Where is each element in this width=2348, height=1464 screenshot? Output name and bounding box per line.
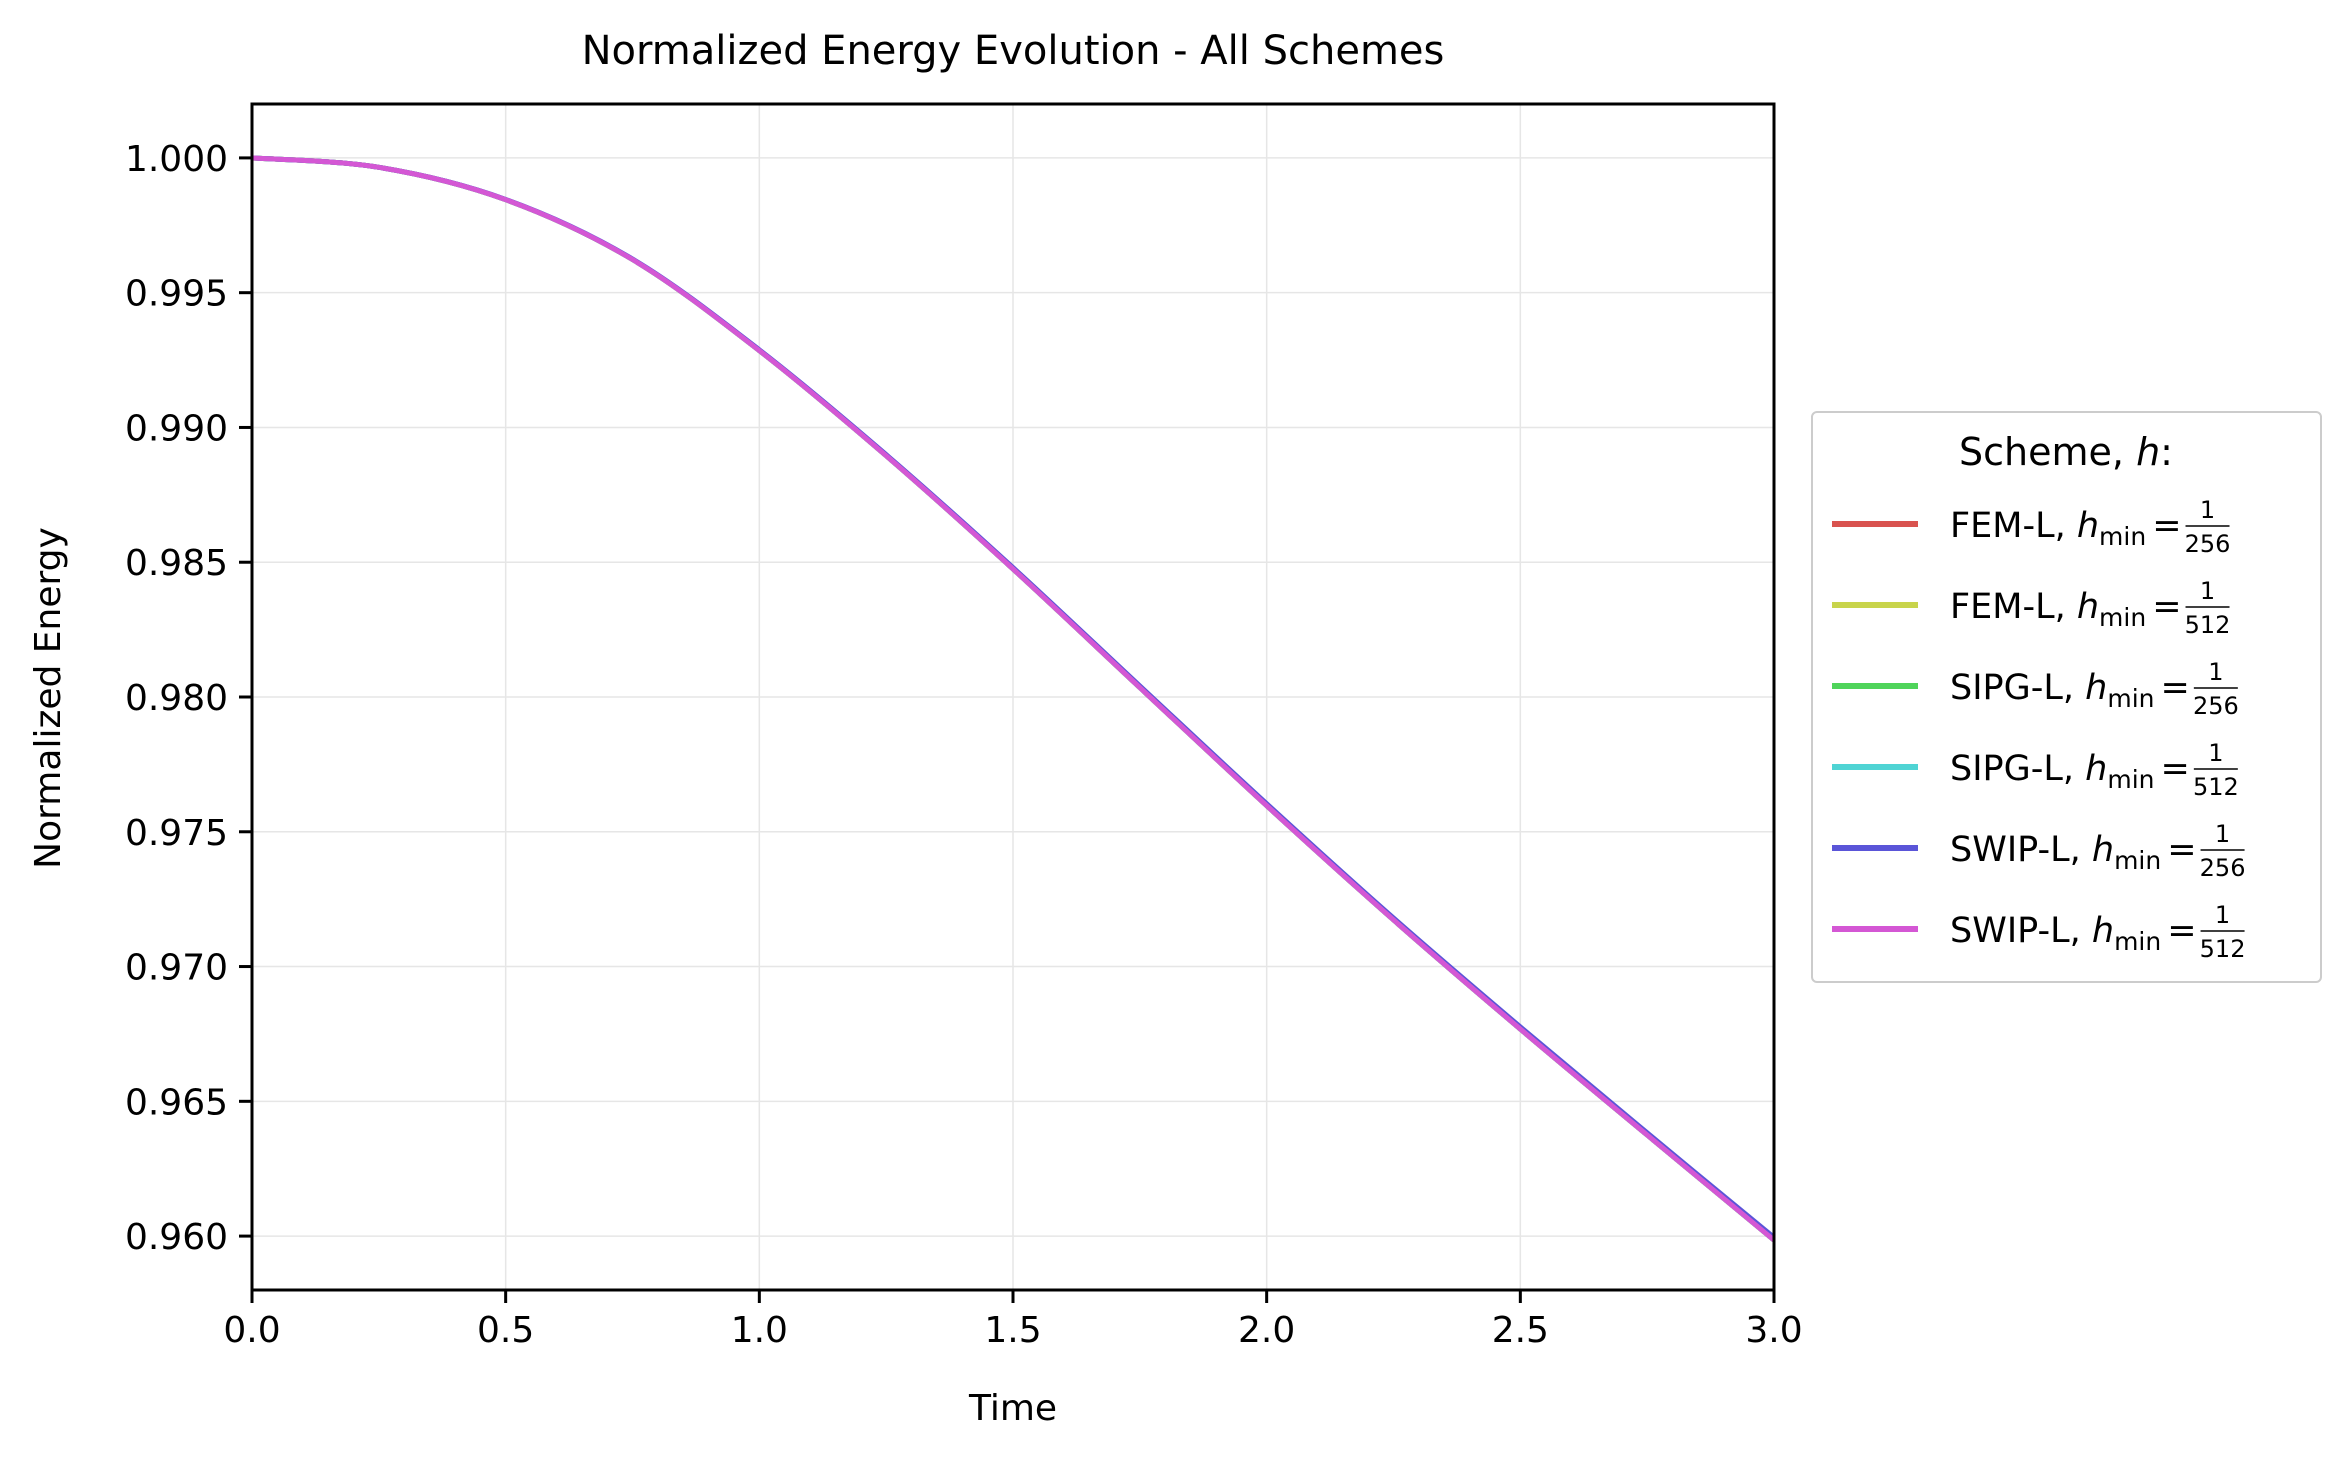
legend-h-symbol: h — [2077, 587, 2099, 627]
legend-equals: = — [2152, 506, 2181, 546]
legend-label: FEM-L, hmin = — [1950, 506, 2182, 551]
legend-comma: , — [2070, 830, 2092, 870]
legend-fraction-numerator: 1 — [2215, 820, 2230, 848]
series-layer — [251, 155, 1776, 1243]
legend-fraction-denominator: 256 — [2200, 854, 2246, 882]
x-ticks: 0.0 0.5 1.0 1.5 2.0 2.5 3.0 — [223, 1290, 1803, 1351]
legend-comma: , — [2055, 587, 2077, 627]
legend-scheme-name: FEM-L — [1950, 506, 2055, 546]
x-tick-label: 2.0 — [1238, 1310, 1295, 1351]
legend-h-subscript: min — [2107, 684, 2154, 713]
legend-fraction-denominator: 512 — [2200, 935, 2246, 963]
legend-scheme-name: SIPG-L — [1950, 668, 2063, 708]
y-axis-label: Normalized Energy — [28, 527, 69, 869]
y-tick-label: 0.970 — [125, 948, 228, 989]
legend-h-symbol: h — [2077, 506, 2099, 546]
y-tick-label: 0.975 — [125, 813, 228, 854]
legend-frame — [1811, 411, 2322, 983]
legend-fraction-numerator: 1 — [2208, 658, 2223, 686]
legend-equals: = — [2152, 587, 2181, 627]
y-tick-label: 0.990 — [125, 408, 228, 449]
y-tick-label: 0.965 — [125, 1082, 228, 1123]
legend-fraction-denominator: 256 — [2185, 530, 2231, 558]
x-tick-label: 1.5 — [984, 1310, 1041, 1351]
legend-fraction-denominator: 512 — [2185, 611, 2231, 639]
legend-entry: FEM-L, hmin = 1 256 — [1832, 496, 2230, 558]
x-tick-label: 2.5 — [1492, 1310, 1549, 1351]
x-tick-label: 1.0 — [731, 1310, 788, 1351]
legend-comma: , — [2063, 668, 2085, 708]
legend-h-subscript: min — [2099, 522, 2146, 551]
y-ticks: 0.960 0.965 0.970 0.975 0.980 0.985 0.990 0.995… — [125, 139, 252, 1258]
y-tick-label: 0.960 — [125, 1217, 228, 1258]
legend-h-subscript: min — [2099, 603, 2146, 632]
legend-scheme-name: SWIP-L — [1950, 911, 2070, 951]
legend-h-symbol: h — [2092, 830, 2114, 870]
legend-h-symbol: h — [2085, 668, 2107, 708]
legend-title: Scheme, h: — [1959, 430, 2173, 474]
legend-equals: = — [2161, 668, 2190, 708]
legend-fraction-numerator: 1 — [2208, 739, 2223, 767]
legend-entry: SIPG-L, hmin = 1 256 — [1832, 658, 2239, 720]
y-tick-label: 0.995 — [125, 274, 228, 315]
legend-comma: , — [2055, 506, 2077, 546]
legend-entry: SWIP-L, hmin = 1 512 — [1832, 901, 2245, 963]
legend-label: SWIP-L, hmin = — [1950, 830, 2197, 875]
legend-equals: = — [2167, 830, 2196, 870]
legend-h-subscript: min — [2114, 927, 2161, 956]
legend-fraction-numerator: 1 — [2200, 496, 2215, 524]
legend-scheme-name: SIPG-L — [1950, 749, 2063, 789]
legend-h-subscript: min — [2107, 765, 2154, 794]
y-tick-label: 0.985 — [125, 543, 228, 584]
chart-title: Normalized Energy Evolution - All Scheme… — [582, 28, 1445, 74]
legend-label: SIPG-L, hmin = — [1950, 749, 2190, 794]
legend-comma: , — [2070, 911, 2092, 951]
legend-entry: SWIP-L, hmin = 1 256 — [1832, 820, 2245, 882]
legend-fraction-denominator: 256 — [2193, 692, 2239, 720]
legend-fraction-numerator: 1 — [2200, 577, 2215, 605]
legend-h-symbol: h — [2085, 749, 2107, 789]
x-tick-label: 3.0 — [1745, 1310, 1802, 1351]
legend-entry: FEM-L, hmin = 1 512 — [1832, 577, 2230, 639]
legend-label: SWIP-L, hmin = — [1950, 911, 2197, 956]
legend-fraction-numerator: 1 — [2215, 901, 2230, 929]
grid-layer — [251, 104, 1775, 1290]
legend-scheme-name: SWIP-L — [1950, 830, 2070, 870]
y-tick-label: 1.000 — [125, 139, 228, 180]
y-tick-label: 0.980 — [125, 678, 228, 719]
legend-label: SIPG-L, hmin = — [1950, 668, 2190, 713]
legend-h-symbol: h — [2092, 911, 2114, 951]
series-line-5 — [251, 155, 1776, 1243]
legend-entry: SIPG-L, hmin = 1 512 — [1832, 739, 2239, 801]
legend-label: FEM-L, hmin = — [1950, 587, 2182, 632]
x-axis-label: Time — [968, 1388, 1057, 1429]
legend-fraction-denominator: 512 — [2193, 773, 2239, 801]
x-tick-label: 0.0 — [223, 1310, 280, 1351]
legend-equals: = — [2161, 749, 2190, 789]
x-tick-label: 0.5 — [477, 1310, 534, 1351]
legend-scheme-name: FEM-L — [1950, 587, 2055, 627]
legend-comma: , — [2063, 749, 2085, 789]
legend-h-subscript: min — [2114, 846, 2161, 875]
legend-equals: = — [2167, 911, 2196, 951]
